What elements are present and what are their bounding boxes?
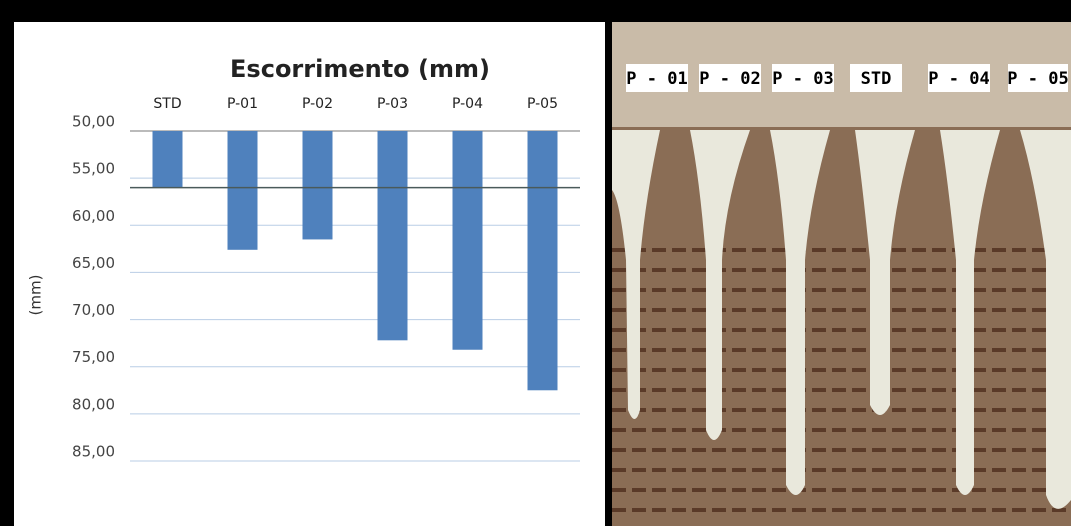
chart-title: Escorrimento (mm) (230, 55, 490, 83)
photo-label: P - 05 (1007, 69, 1068, 89)
x-tick-label: P-03 (377, 96, 408, 112)
x-tick-label: P-05 (527, 96, 558, 112)
bar (453, 131, 483, 350)
y-axis-label: (mm) (27, 275, 45, 316)
bar (228, 131, 258, 250)
bar (528, 131, 558, 390)
x-tick-label: P-02 (302, 96, 333, 112)
bar (303, 131, 333, 239)
bar (378, 131, 408, 340)
y-tick-label: 80,00 (72, 395, 115, 413)
y-tick-label: 85,00 (72, 443, 115, 461)
x-tick-label: P-04 (452, 96, 483, 112)
photo-label: P - 04 (928, 69, 989, 89)
bar (153, 131, 183, 188)
y-tick-label: 55,00 (72, 160, 115, 178)
y-tick-label: 70,00 (72, 301, 115, 319)
y-tick-label: 75,00 (72, 348, 115, 366)
photo: P - 01 P - 02 P - 03 STD P - 04 P - 05 (612, 22, 1071, 526)
page: Escorrimento (mm) (mm) P - 01P - 02P - 0… (0, 0, 1071, 526)
photo-label: P - 01 (626, 69, 687, 89)
photo-label: STD (861, 69, 892, 89)
photo-label: P - 03 (772, 69, 833, 89)
y-tick-label: 60,00 (72, 207, 115, 225)
photo-label: P - 02 (699, 69, 760, 89)
y-tick-label: 65,00 (72, 254, 115, 272)
x-tick-label: STD (153, 96, 181, 112)
y-tick-label: 50,00 (72, 113, 115, 131)
x-tick-label: P-01 (227, 96, 258, 112)
